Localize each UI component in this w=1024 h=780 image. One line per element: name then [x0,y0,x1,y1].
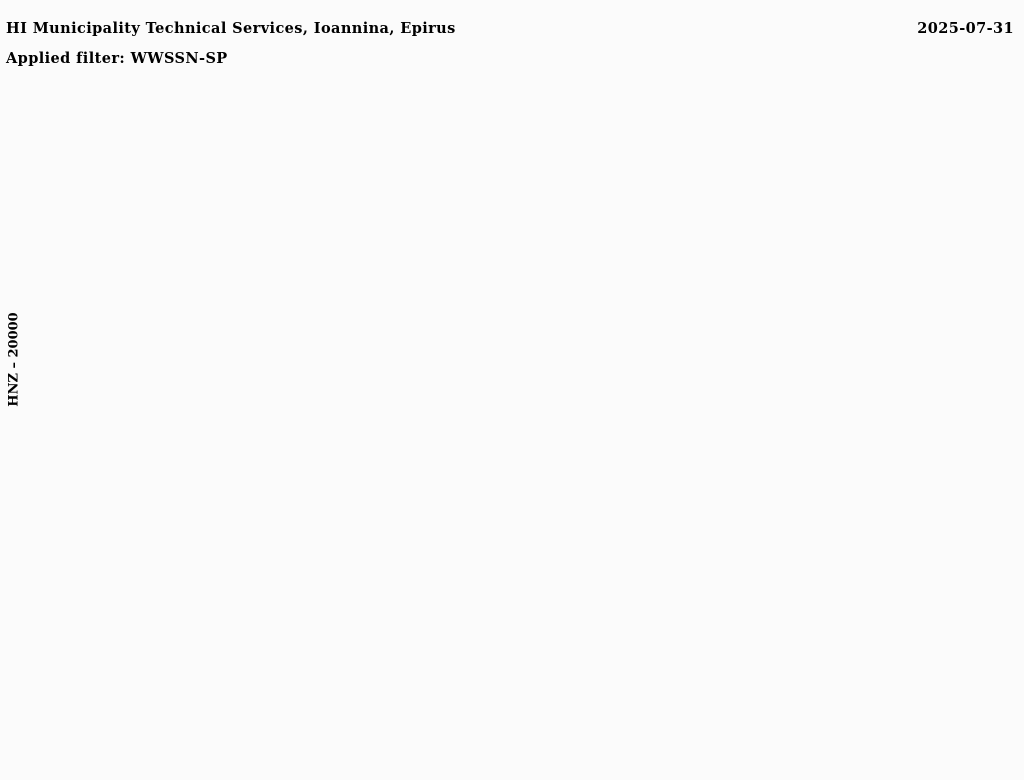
station-title: HI Municipality Technical Services, Ioan… [6,20,456,37]
record-date: 2025-07-31 [917,20,1014,37]
applied-filter-label: Applied filter: WWSSN-SP [6,50,228,67]
